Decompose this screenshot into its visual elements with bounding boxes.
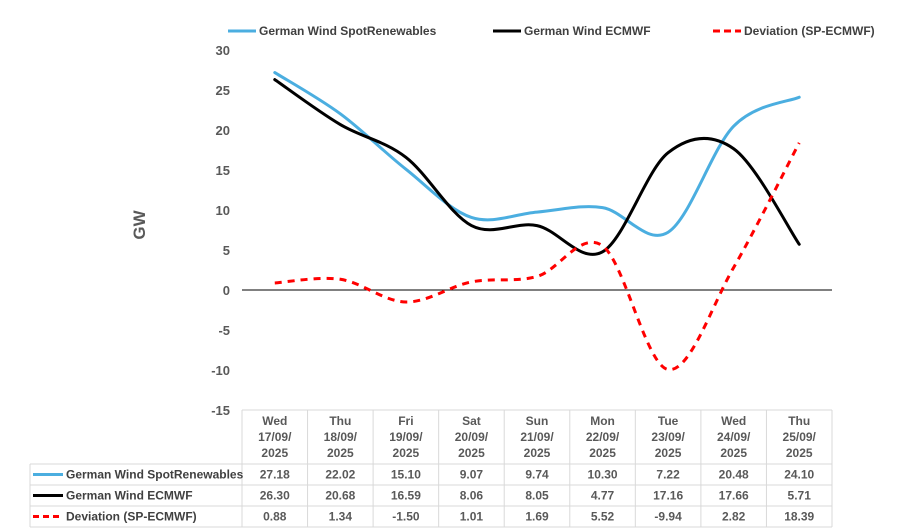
series-line-2 — [274, 142, 801, 372]
table-cell-value: 8.05 — [525, 489, 549, 503]
x-category-label: 22/09/ — [586, 430, 620, 444]
x-category-label: 19/09/ — [389, 430, 423, 444]
table-row-label: German Wind ECMWF — [66, 489, 193, 503]
x-category-label: Wed — [721, 414, 746, 428]
table-cell-value: 20.68 — [325, 489, 355, 503]
x-category-label: 2025 — [720, 446, 747, 460]
x-category-label: 20/09/ — [455, 430, 489, 444]
table-cell-value: 4.77 — [591, 489, 615, 503]
table-cell-value: -9.94 — [654, 510, 682, 524]
table-cell-value: 5.52 — [591, 510, 615, 524]
series-line-1 — [273, 78, 801, 256]
y-tick-label: 5 — [223, 243, 230, 258]
table-cell-value: 27.18 — [260, 468, 290, 482]
x-category-label: Thu — [329, 414, 351, 428]
table-cell-value: 5.71 — [788, 489, 812, 503]
x-category-label: Thu — [788, 414, 810, 428]
y-tick-label: 30 — [216, 43, 230, 58]
y-tick-label: 10 — [216, 203, 230, 218]
table-cell-value: -1.50 — [392, 510, 420, 524]
x-category-label: 2025 — [458, 446, 485, 460]
table-cell-value: 2.82 — [722, 510, 746, 524]
x-category-label: Mon — [590, 414, 615, 428]
y-tick-label: 15 — [216, 163, 230, 178]
y-tick-label: 20 — [216, 123, 230, 138]
x-category-label: 25/09/ — [783, 430, 817, 444]
y-tick-label: -5 — [218, 323, 230, 338]
x-category-label: 24/09/ — [717, 430, 751, 444]
table-cell-value: 15.10 — [391, 468, 421, 482]
table-cell-value: 26.30 — [260, 489, 290, 503]
table-cell-value: 9.07 — [460, 468, 484, 482]
x-category-label: Tue — [658, 414, 679, 428]
series-line-0 — [273, 71, 801, 237]
x-category-label: 2025 — [261, 446, 288, 460]
x-category-label: Sun — [526, 414, 549, 428]
x-category-label: 21/09/ — [520, 430, 554, 444]
x-category-label: Fri — [398, 414, 413, 428]
table-cell-value: 16.59 — [391, 489, 421, 503]
table-row-label: Deviation (SP-ECMWF) — [66, 510, 197, 524]
table-cell-value: 1.69 — [525, 510, 549, 524]
x-category-label: Sat — [462, 414, 481, 428]
table-cell-value: 9.74 — [525, 468, 549, 482]
x-category-label: 2025 — [589, 446, 616, 460]
legend-label: German Wind ECMWF — [524, 24, 651, 38]
y-tick-label: 0 — [223, 283, 230, 298]
table-cell-value: 0.88 — [263, 510, 287, 524]
table-cell-value: 17.16 — [653, 489, 683, 503]
y-tick-label: -10 — [211, 363, 230, 378]
y-axis-title: GW — [130, 209, 149, 239]
table-row-label: German Wind SpotRenewables — [66, 468, 244, 482]
x-category-label: 23/09/ — [651, 430, 685, 444]
table-cell-value: 20.48 — [719, 468, 749, 482]
y-tick-label: -15 — [211, 403, 230, 418]
x-category-label: 2025 — [327, 446, 354, 460]
table-cell-value: 10.30 — [588, 468, 618, 482]
legend-label: Deviation (SP-ECMWF) — [744, 24, 875, 38]
table-cell-value: 22.02 — [325, 468, 355, 482]
x-category-label: 17/09/ — [258, 430, 292, 444]
table-cell-value: 7.22 — [656, 468, 680, 482]
table-cell-value: 24.10 — [784, 468, 814, 482]
table-cell-value: 1.01 — [460, 510, 484, 524]
table-cell-value: 18.39 — [784, 510, 814, 524]
x-category-label: 2025 — [655, 446, 682, 460]
y-tick-label: 25 — [216, 83, 230, 98]
x-category-label: 2025 — [393, 446, 420, 460]
x-category-label: 2025 — [524, 446, 551, 460]
x-category-label: Wed — [262, 414, 287, 428]
x-category-label: 18/09/ — [324, 430, 358, 444]
legend-label: German Wind SpotRenewables — [259, 24, 437, 38]
table-cell-value: 1.34 — [329, 510, 353, 524]
table-cell-value: 17.66 — [719, 489, 749, 503]
table-cell-value: 8.06 — [460, 489, 484, 503]
x-category-label: 2025 — [786, 446, 813, 460]
